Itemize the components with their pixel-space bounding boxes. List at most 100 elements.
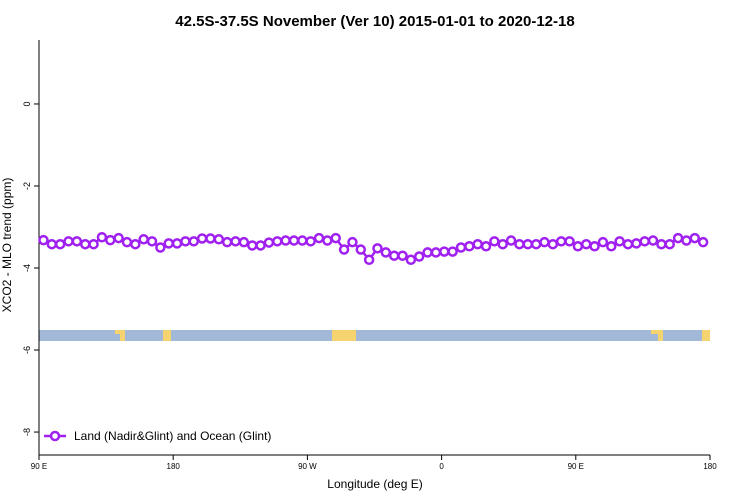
data-point [163, 238, 174, 249]
data-point [430, 247, 442, 258]
data-point [522, 238, 534, 250]
data-point [155, 242, 166, 253]
data-point [505, 235, 517, 246]
data-point [664, 238, 675, 250]
data-point [71, 236, 83, 247]
data-point [63, 236, 74, 247]
data-point [622, 238, 634, 250]
data-point [405, 254, 417, 266]
data-point [330, 232, 341, 244]
data-point [288, 235, 300, 246]
data-point [681, 235, 692, 246]
legend-label: Land (Nadir&Glint) and Ocean (Glint) [74, 429, 271, 443]
y-tick-label: 0 [22, 101, 32, 106]
data-point [230, 236, 241, 247]
data-point [388, 250, 400, 261]
data-point [297, 235, 308, 246]
legend-marker [49, 430, 61, 442]
y-tick-label: -8 [22, 428, 32, 436]
data-point [439, 246, 450, 257]
data-point [347, 236, 358, 248]
data-point [196, 233, 208, 244]
data-point [313, 232, 325, 244]
data-point [589, 241, 600, 252]
data-point [146, 236, 158, 247]
data-point [631, 238, 642, 249]
data-point [455, 242, 467, 253]
data-point [272, 236, 283, 247]
data-point [656, 238, 667, 250]
data-point [564, 236, 575, 247]
data-point [472, 238, 483, 250]
data-point [572, 241, 584, 252]
x-tick-label: 0 [439, 462, 444, 471]
x-tick-label: 90 W [298, 462, 317, 471]
data-point [647, 235, 659, 246]
land-patch [658, 334, 663, 341]
y-tick-label: -6 [22, 346, 32, 354]
data-point [88, 238, 99, 250]
data-point [697, 236, 709, 248]
data-point [54, 238, 66, 250]
data-point [413, 251, 425, 262]
data-point [555, 236, 567, 247]
data-point [221, 236, 233, 248]
y-tick-label: -4 [22, 264, 32, 272]
data-point [514, 238, 525, 250]
data-point [380, 247, 392, 258]
data-point [464, 241, 475, 252]
data-point [213, 234, 225, 245]
data-point [180, 236, 191, 247]
data-point [480, 241, 492, 252]
data-point [689, 232, 701, 244]
data-point [489, 236, 500, 247]
data-point [580, 238, 592, 250]
data-point [246, 240, 258, 251]
data-point [422, 247, 433, 258]
ocean-strip [39, 330, 710, 341]
data-point [397, 250, 408, 261]
data-point [338, 244, 350, 255]
data-point [205, 233, 216, 244]
data-point [597, 236, 609, 248]
data-point [539, 236, 550, 248]
data-point [355, 244, 367, 255]
y-tick-label: -2 [22, 182, 32, 190]
land-patch [702, 330, 710, 341]
data-point [79, 238, 91, 250]
data-point [280, 235, 291, 246]
x-axis-label: Longitude (deg E) [327, 477, 422, 491]
data-point [238, 236, 250, 248]
land-patch [651, 330, 663, 334]
x-tick-label: 180 [167, 462, 181, 471]
data-point [263, 237, 275, 248]
data-point [606, 241, 617, 252]
data-point [372, 243, 383, 254]
data-point [322, 235, 333, 246]
x-tick-label: 90 E [568, 462, 584, 471]
data-point [105, 234, 116, 246]
data-point [113, 232, 124, 244]
data-point [96, 231, 108, 243]
chart-title: 42.5S-37.5S November (Ver 10) 2015-01-01… [175, 13, 574, 30]
data-point [121, 236, 133, 248]
land-patch [332, 330, 356, 341]
data-point [497, 238, 508, 250]
data-point [672, 232, 684, 244]
data-point [188, 236, 200, 247]
x-tick-label: 180 [703, 462, 717, 471]
data-point [547, 238, 559, 250]
land-patch [120, 334, 125, 341]
data-point [255, 240, 266, 251]
data-point [614, 236, 625, 247]
data-point [305, 236, 316, 247]
data-point [171, 238, 183, 249]
data-point [138, 234, 149, 245]
data-point [447, 246, 458, 257]
data-point [46, 238, 58, 250]
data-point [363, 254, 375, 266]
x-tick-label: 90 E [31, 462, 47, 471]
data-point [530, 238, 542, 250]
data-point [130, 238, 141, 250]
